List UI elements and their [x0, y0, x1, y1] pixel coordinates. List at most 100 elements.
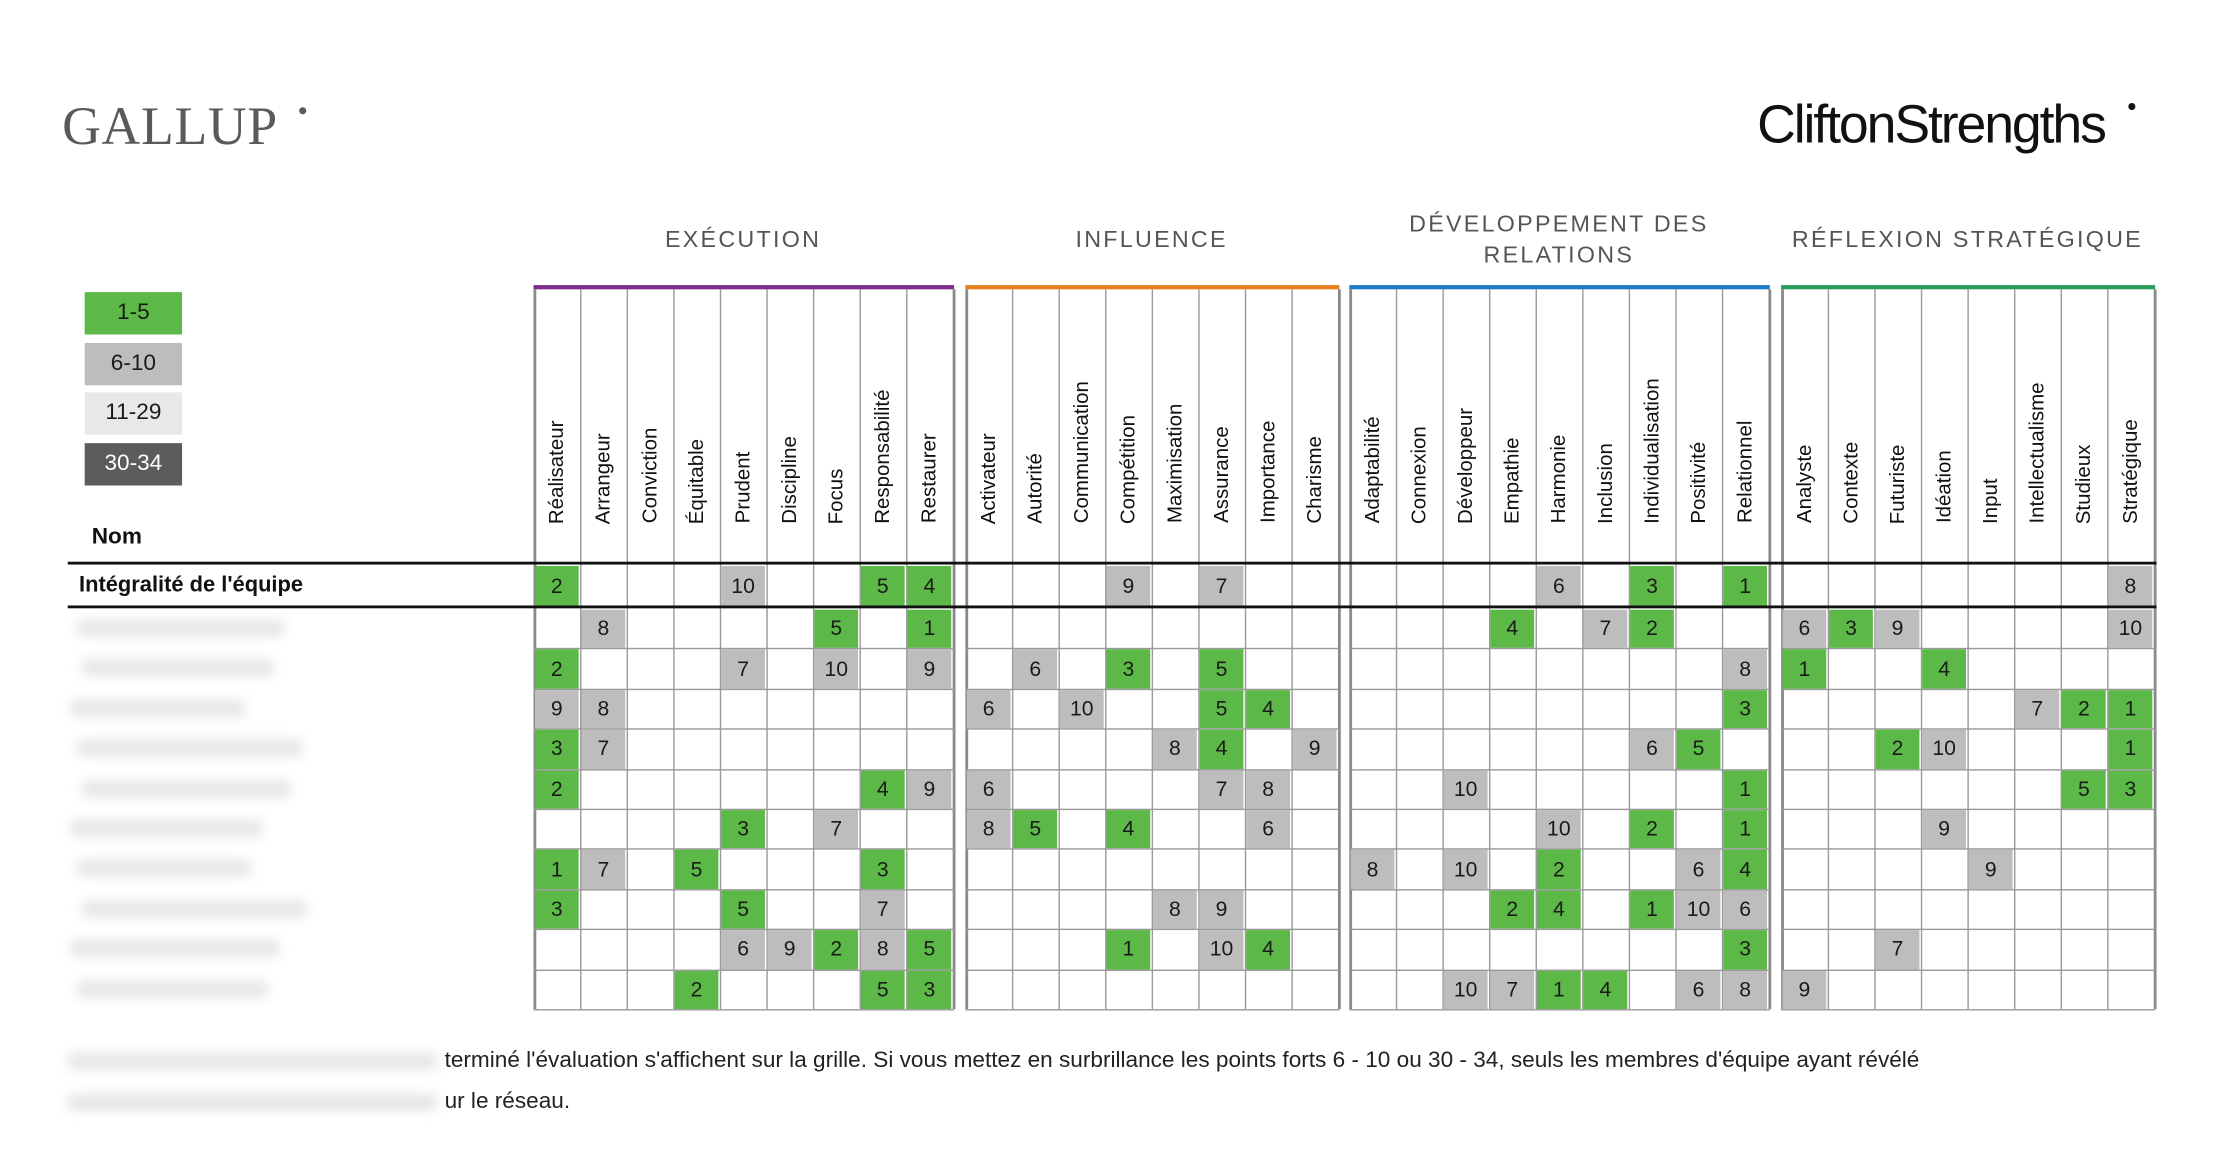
row-line: [965, 928, 1340, 931]
grid-line: [1768, 289, 1772, 1010]
theme-header: Équitable: [673, 289, 720, 523]
theme-header: Charisme: [1291, 289, 1338, 524]
row-line: [1349, 648, 1770, 650]
theme-header: Individualisation: [1629, 289, 1676, 524]
score-cell: 2: [534, 770, 579, 809]
score-cell: 6: [1630, 729, 1674, 769]
row-line: [533, 888, 955, 891]
row-line: [1781, 688, 2156, 690]
theme-label: Studieux: [2072, 443, 2096, 524]
blurred-name: [76, 739, 303, 757]
score-cell: 9: [1106, 565, 1151, 607]
score-cell: 10: [1443, 970, 1488, 1010]
score-cell: 1: [2108, 689, 2153, 729]
theme-header: Empathie: [1489, 289, 1536, 523]
score-cell: 5: [1199, 649, 1244, 689]
score-cell: 9: [1968, 850, 2013, 889]
row-line: [1349, 1009, 1770, 1011]
theme-label: Connexion: [1407, 425, 1431, 524]
score-cell: 2: [1630, 810, 1674, 849]
theme-header: Développeur: [1442, 289, 1489, 524]
score-cell: 6: [1676, 970, 1721, 1010]
theme-label: Analyste: [1793, 445, 1816, 524]
row-line: [533, 848, 955, 851]
theme-label: Activateur: [977, 432, 1000, 524]
row-line: [1349, 928, 1770, 931]
score-cell: 5: [2061, 770, 2106, 809]
row-line: [965, 728, 1340, 730]
score-cell: 6: [1536, 565, 1581, 607]
theme-label: Harmonie: [1547, 434, 1571, 524]
theme-header: Analyste: [1781, 289, 1828, 524]
blurred-name: [81, 779, 291, 797]
theme-label: Réalisateur: [545, 420, 569, 524]
theme-label: Futuriste: [1886, 443, 1909, 524]
group-title: INFLUENCE: [1075, 227, 1228, 253]
score-cell: 7: [1490, 970, 1535, 1010]
score-cell: 1: [534, 850, 579, 889]
score-cell: 2: [534, 649, 579, 689]
row-line: [1781, 808, 2156, 811]
row-line: [965, 688, 1340, 690]
score-cell: 4: [1199, 729, 1244, 769]
score-cell: 1: [1723, 565, 1768, 607]
theme-header: Input: [1967, 289, 2014, 524]
name-header: Nom: [91, 525, 142, 550]
score-cell: 3: [534, 890, 579, 929]
blurred-name: [76, 619, 286, 637]
score-cell: 8: [860, 930, 905, 970]
theme-header: Réalisateur: [533, 289, 580, 524]
theme-header: Restaurer: [906, 289, 953, 524]
blurred-names-panel: [423, 609, 444, 1011]
score-cell: 6: [721, 930, 765, 970]
score-cell: 1: [1723, 810, 1768, 849]
theme-label: Charisme: [1303, 436, 1326, 524]
score-cell: 5: [721, 890, 765, 929]
score-cell: 1: [1536, 970, 1581, 1010]
score-cell: 10: [1536, 810, 1581, 849]
row-line: [1781, 928, 2156, 931]
score-cell: 4: [1723, 850, 1768, 889]
group-header-bar: [1781, 285, 2156, 290]
row-line: [1349, 728, 1770, 730]
theme-label: Arrangeur: [592, 432, 615, 524]
row-line: [965, 888, 1340, 891]
theme-header: Autorité: [1012, 289, 1059, 524]
score-cell: 10: [1199, 930, 1244, 970]
score-cell: 1: [907, 609, 952, 649]
row-line: [533, 688, 955, 690]
row-line: [533, 768, 955, 771]
score-cell: 8: [1350, 850, 1395, 889]
footer-text: terminé l'évaluation s'affichent sur la …: [444, 1048, 1920, 1073]
theme-label: Inclusion: [1594, 442, 1617, 524]
group-title: RÉFLEXION STRATÉGIQUE: [1791, 227, 2143, 253]
row-line: [965, 969, 1340, 971]
row-line: [1781, 648, 2156, 650]
score-cell: 9: [1292, 729, 1337, 769]
score-cell: 1: [1106, 930, 1151, 970]
theme-label: Développeur: [1454, 407, 1477, 524]
blurred-name: [70, 940, 280, 958]
theme-header: Importance: [1245, 289, 1292, 523]
score-cell: 3: [721, 810, 765, 849]
score-cell: 10: [1922, 729, 1967, 769]
score-cell: 4: [1490, 609, 1535, 649]
score-cell: 3: [1723, 930, 1768, 970]
score-cell: 9: [767, 930, 812, 970]
group-title: EXÉCUTION: [664, 227, 822, 253]
score-cell: 7: [860, 890, 905, 929]
score-cell: 2: [1536, 850, 1581, 889]
score-cell: 7: [581, 850, 626, 889]
row-line: [533, 1009, 955, 1011]
row-line: [1781, 888, 2156, 891]
theme-header: Arrangeur: [580, 289, 627, 524]
blurred-name: [81, 659, 274, 677]
theme-header: Adaptabilité: [1349, 289, 1396, 524]
theme-label: Responsabilité: [871, 389, 895, 524]
row-line: [965, 808, 1340, 811]
score-cell: 8: [1723, 649, 1768, 689]
score-cell: 7: [1875, 930, 1920, 970]
row-line: [1349, 808, 1770, 811]
blurred-name: [76, 980, 269, 998]
score-cell: 8: [2108, 565, 2153, 607]
